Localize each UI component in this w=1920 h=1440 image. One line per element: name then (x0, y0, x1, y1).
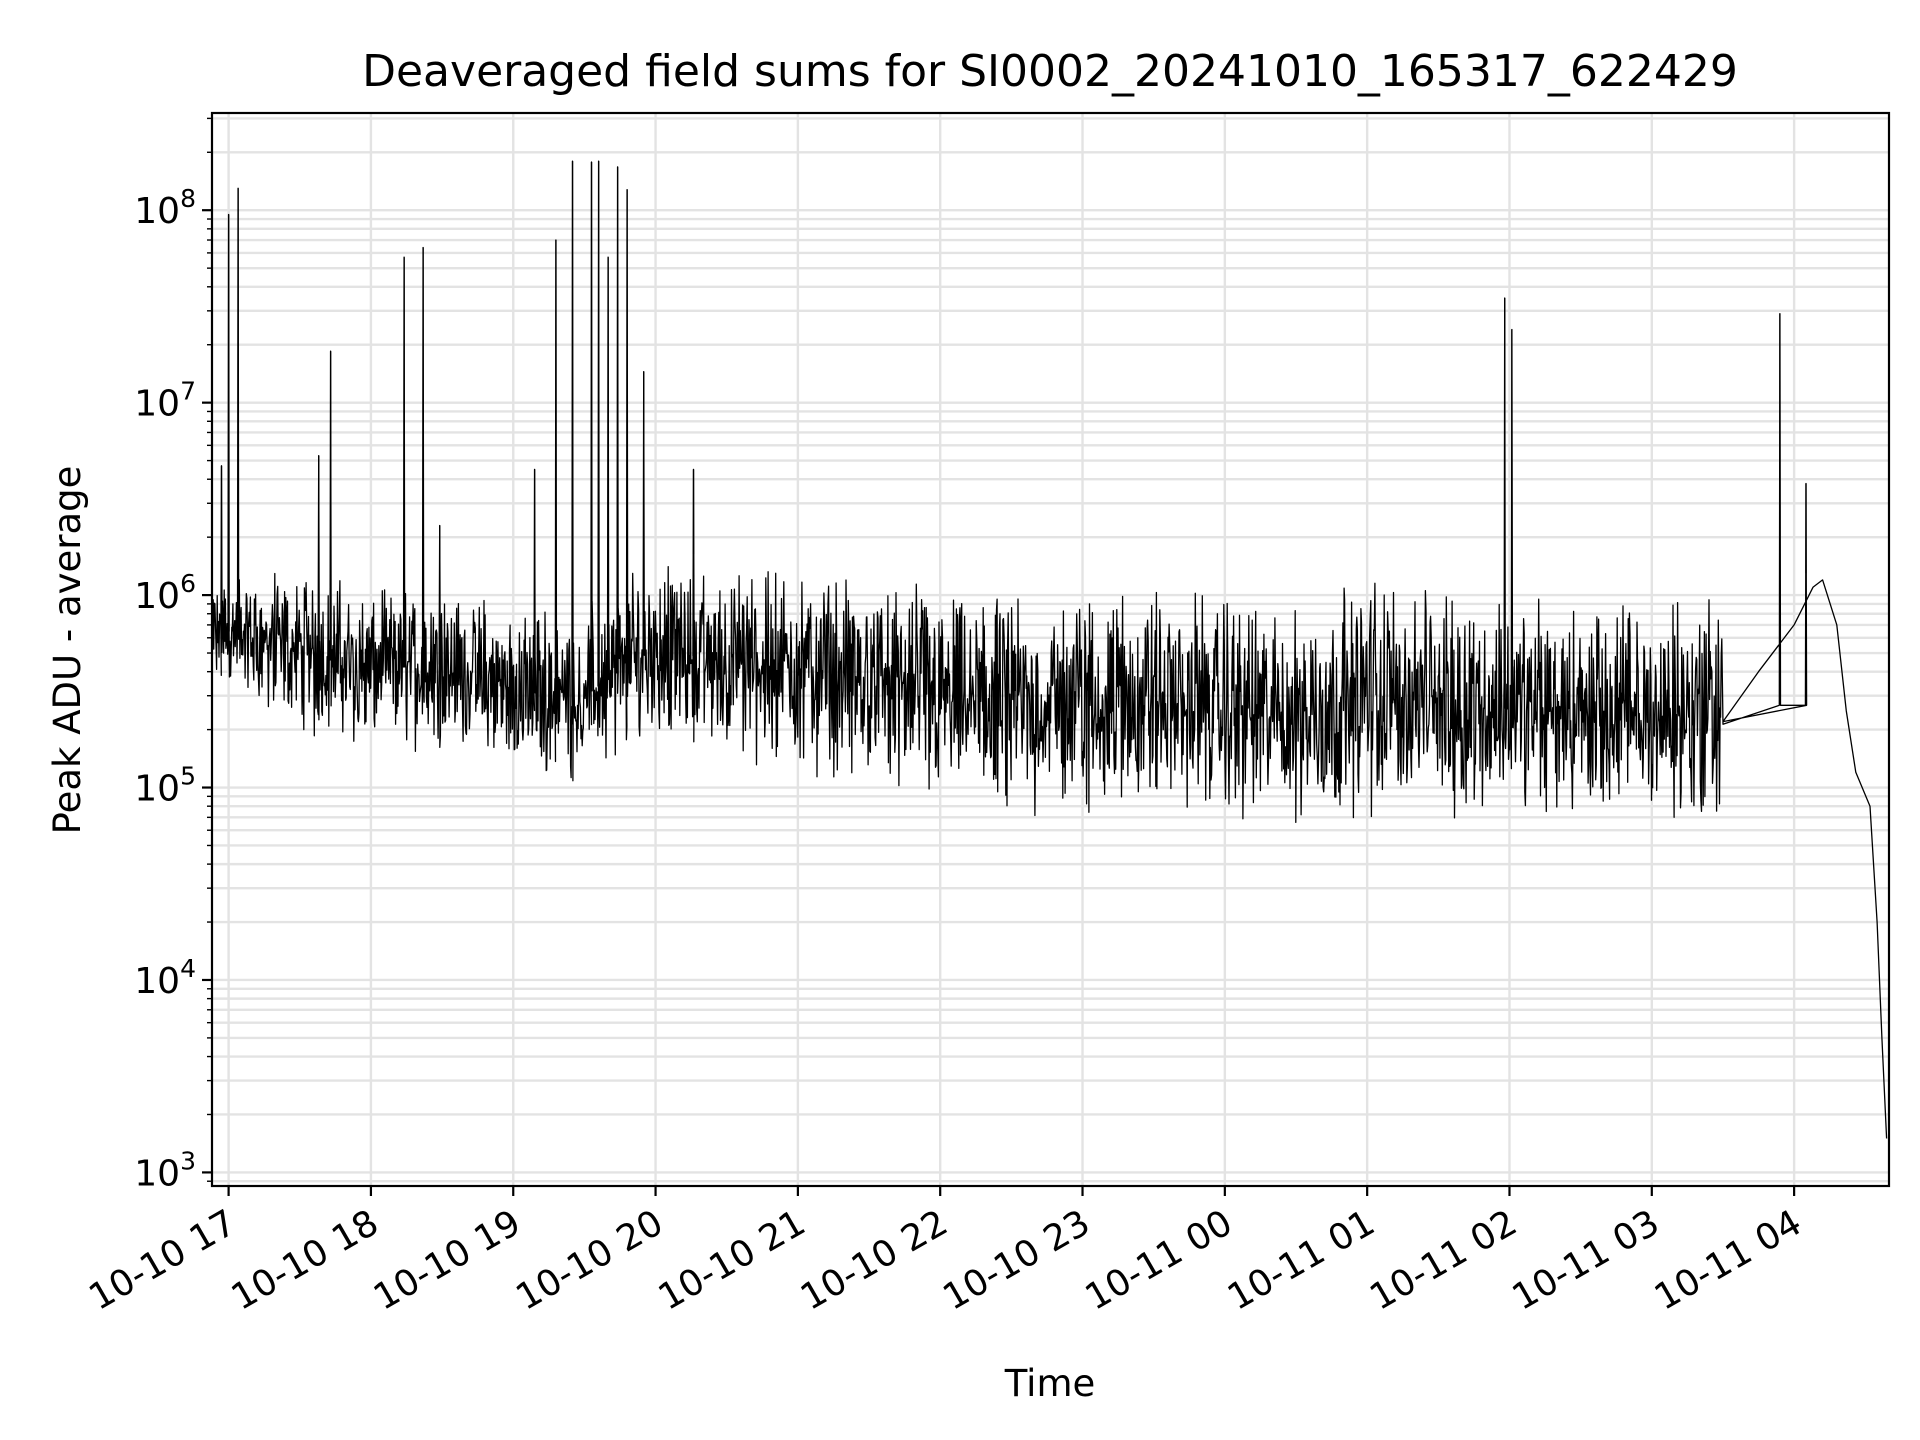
y-tick-label: 105 (134, 762, 196, 810)
y-tick-exponent: 7 (180, 377, 196, 406)
y-tick-base: 10 (134, 191, 180, 232)
y-tick-label: 104 (134, 954, 196, 1002)
y-tick-label: 103 (134, 1146, 196, 1194)
y-tick-exponent: 3 (180, 1146, 196, 1175)
y-tick-exponent: 6 (180, 569, 196, 598)
y-tick-base: 10 (134, 769, 180, 810)
y-tick-label: 106 (134, 569, 196, 617)
chart-title: Deaveraged field sums for SI0002_2024101… (362, 46, 1738, 97)
y-tick-exponent: 4 (180, 954, 196, 983)
x-axis-label: Time (1004, 1362, 1096, 1405)
y-tick-base: 10 (134, 384, 180, 425)
y-tick-base: 10 (134, 576, 180, 617)
plot-frame (210, 111, 1891, 1188)
series-line (211, 160, 1888, 1139)
axis-ticks (202, 117, 1796, 1196)
y-tick-exponent: 8 (180, 184, 196, 213)
y-tick-base: 10 (134, 961, 180, 1002)
series-layer (211, 160, 1888, 1139)
y-tick-exponent: 5 (180, 762, 196, 791)
y-tick-label: 107 (134, 377, 196, 425)
y-tick-label: 108 (134, 184, 196, 232)
y-tick-base: 10 (134, 1153, 180, 1194)
y-axis-label: Peak ADU - average (46, 466, 89, 835)
